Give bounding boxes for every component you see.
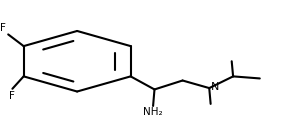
- Text: N: N: [211, 82, 219, 92]
- Text: F: F: [9, 91, 15, 101]
- Text: NH₂: NH₂: [143, 107, 163, 117]
- Text: F: F: [0, 23, 6, 33]
